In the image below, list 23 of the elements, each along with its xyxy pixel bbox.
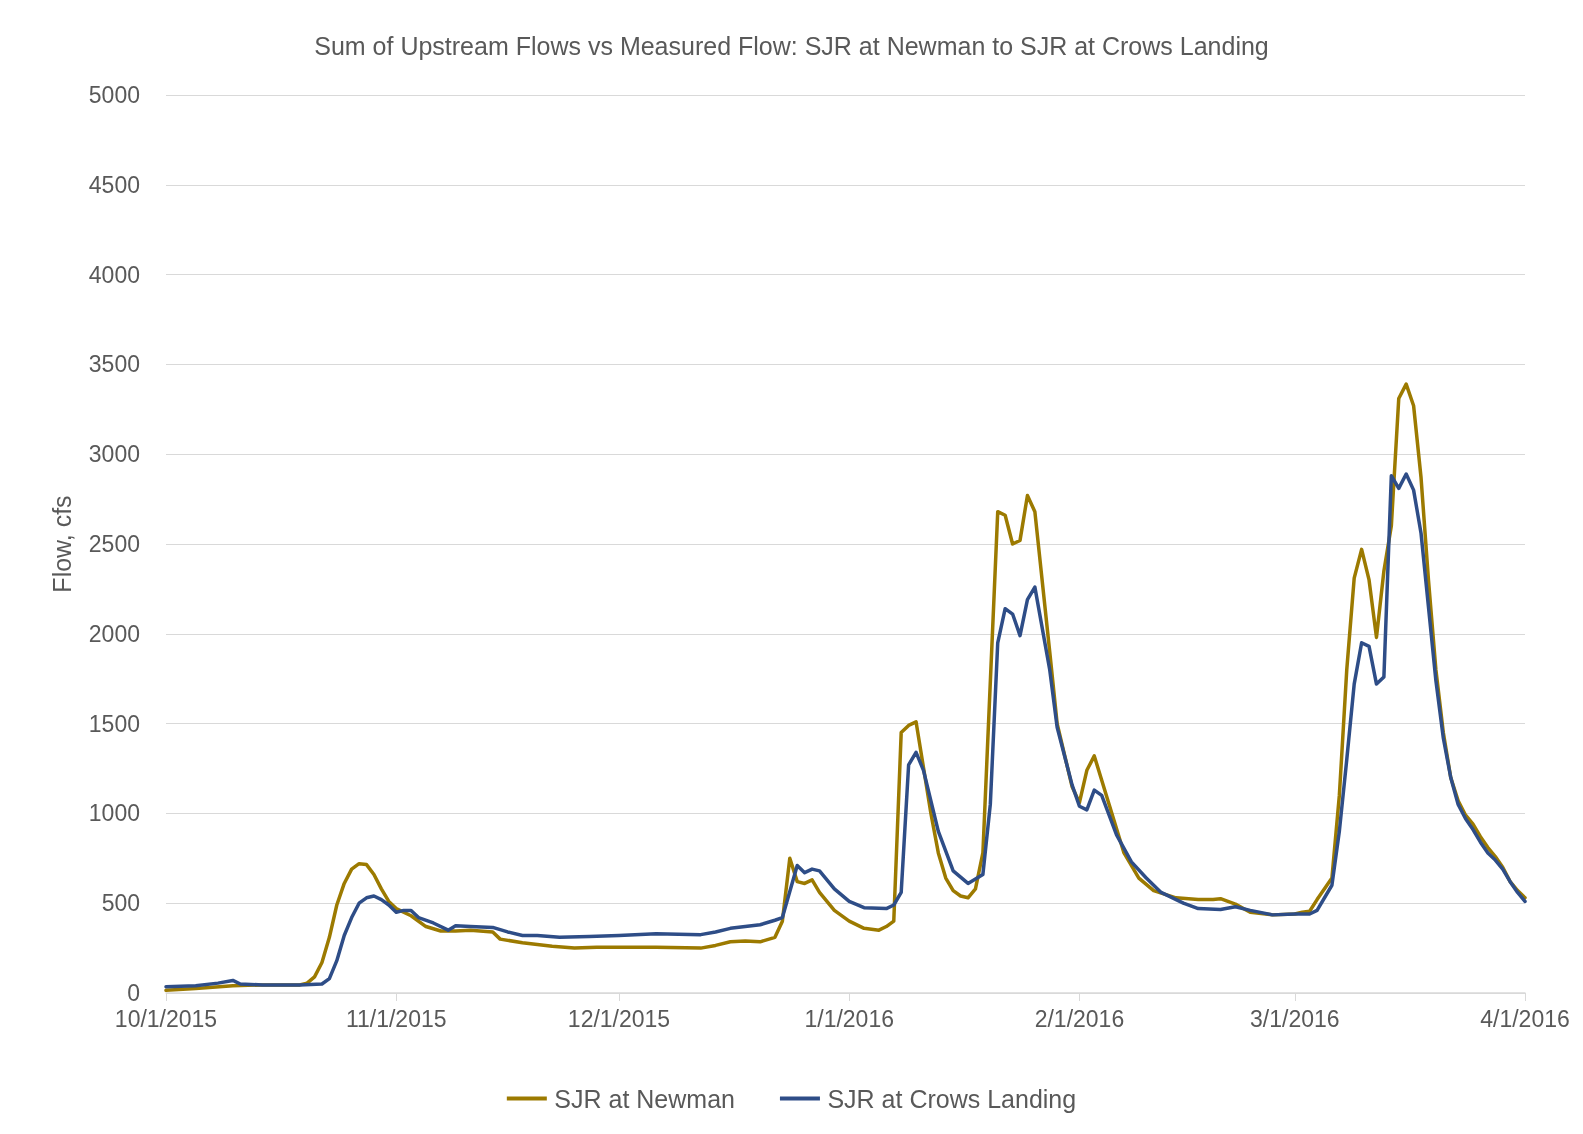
y-tick-label: 2000 [88, 620, 140, 647]
y-tick-label: 0 [127, 980, 140, 1006]
y-tick-label: 2500 [88, 531, 140, 557]
x-tick-label: 10/1/2015 [114, 1005, 218, 1032]
legend-label: SJR at Newman [554, 1084, 735, 1113]
y-tick-label: 4000 [88, 261, 140, 288]
chart-title: Sum of Upstream Flows vs Measured Flow: SJR at Newman to SJR at Crows Landing [314, 31, 1269, 60]
y-tick-label: 3500 [88, 351, 140, 378]
x-tick-label: 12/1/2015 [567, 1005, 671, 1032]
x-tick-label: 1/1/2016 [804, 1005, 894, 1032]
y-tick-label: 1500 [88, 710, 140, 737]
x-tick-label: 3/1/2016 [1250, 1005, 1340, 1032]
y-tick-label: 3000 [88, 441, 140, 468]
y-axis-title: Flow, cfs [47, 495, 76, 593]
x-tick-label: 2/1/2016 [1034, 1005, 1125, 1032]
y-tick-label: 500 [101, 890, 140, 917]
y-tick-label: 4500 [88, 171, 140, 198]
y-tick-label: 1000 [88, 800, 140, 827]
line-series [164, 472, 1527, 989]
y-tick-label: 5000 [88, 82, 140, 108]
x-tick-label: 4/1/2016 [1480, 1005, 1570, 1032]
legend-label: SJR at Crows Landing [827, 1084, 1077, 1113]
x-tick-label: 11/1/2015 [345, 1005, 447, 1032]
